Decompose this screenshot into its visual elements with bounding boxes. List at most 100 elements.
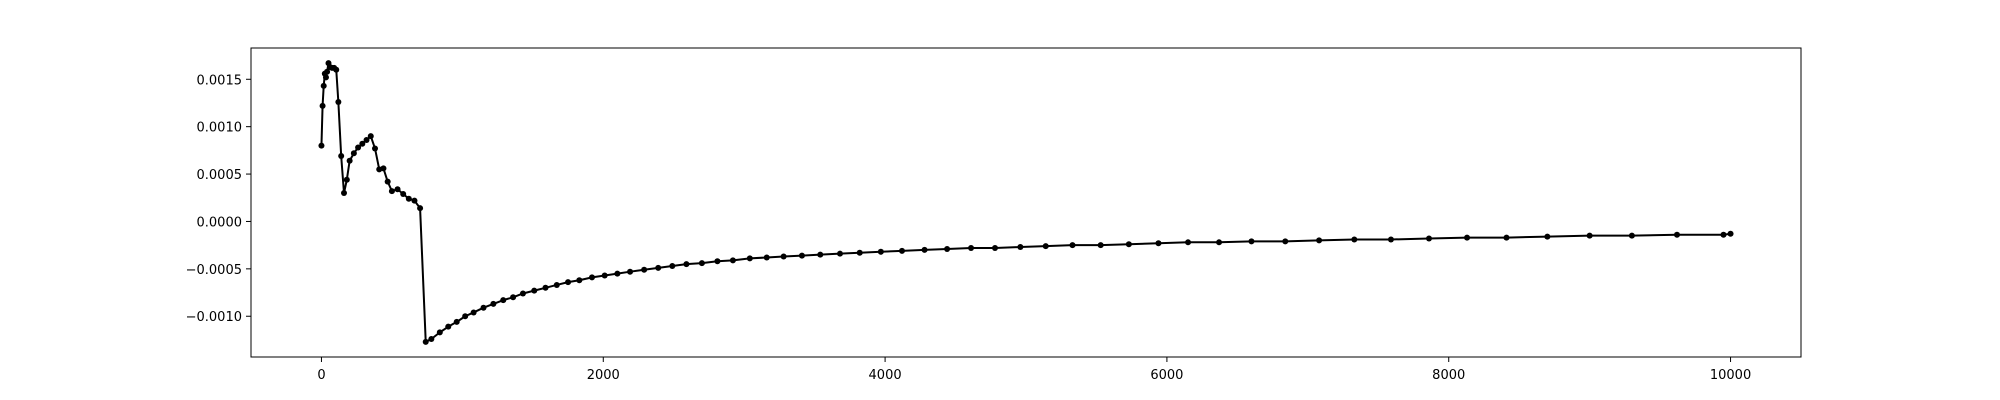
data-marks xyxy=(318,60,1734,345)
data-point xyxy=(480,304,487,311)
data-point xyxy=(359,140,366,147)
data-point xyxy=(763,254,770,261)
data-point xyxy=(394,186,401,193)
data-point xyxy=(1069,242,1076,249)
x-tick-label: 0 xyxy=(317,368,325,383)
data-point xyxy=(324,68,331,75)
data-point xyxy=(1185,239,1192,246)
data-point xyxy=(333,66,340,73)
plot-frame xyxy=(250,47,1802,358)
data-point xyxy=(405,195,412,202)
data-point xyxy=(899,247,905,254)
data-point xyxy=(1464,234,1471,241)
data-point xyxy=(341,190,347,197)
x-tick-label: 2000 xyxy=(587,368,620,383)
data-point xyxy=(335,99,342,106)
x-tick-label: 8000 xyxy=(1432,368,1465,383)
x-tick-label: 6000 xyxy=(1150,368,1183,383)
data-point xyxy=(510,294,517,301)
data-point xyxy=(553,281,560,288)
data-point xyxy=(714,258,721,265)
x-tick-label: 4000 xyxy=(869,368,902,383)
data-point xyxy=(746,255,753,262)
data-point xyxy=(641,266,648,273)
data-point xyxy=(388,188,395,195)
y-tick-label: −0.0005 xyxy=(186,263,242,278)
data-point xyxy=(1125,241,1132,248)
data-point xyxy=(500,297,507,304)
data-point xyxy=(445,323,452,330)
data-point xyxy=(411,197,418,204)
data-point xyxy=(1503,234,1510,241)
data-point xyxy=(417,205,424,212)
data-point xyxy=(698,260,705,267)
data-point xyxy=(877,248,884,255)
y-tick-label: 0.0010 xyxy=(197,121,243,136)
data-point xyxy=(614,270,621,277)
data-point xyxy=(1351,236,1358,243)
data-point xyxy=(542,284,549,291)
data-point xyxy=(1017,244,1024,251)
data-point xyxy=(343,176,350,183)
data-point xyxy=(372,145,378,152)
data-point xyxy=(400,190,407,197)
data-point xyxy=(1216,239,1223,246)
data-point xyxy=(1042,243,1049,250)
data-point xyxy=(380,165,387,172)
x-tick-label: 10000 xyxy=(1710,368,1751,383)
data-point xyxy=(1426,235,1432,242)
data-point xyxy=(837,250,843,257)
y-tick-label: 0.0015 xyxy=(197,73,243,88)
data-point xyxy=(1720,231,1727,238)
data-point xyxy=(319,102,326,109)
data-point xyxy=(627,268,634,275)
data-point xyxy=(655,264,662,271)
data-point xyxy=(350,150,357,157)
data-point xyxy=(601,272,608,279)
data-point xyxy=(780,253,787,260)
data-point xyxy=(992,244,998,251)
data-point xyxy=(490,300,497,307)
data-point xyxy=(1387,236,1394,243)
data-point xyxy=(462,313,469,320)
y-tick-label: −0.0010 xyxy=(186,310,242,325)
data-point xyxy=(338,153,345,160)
data-point xyxy=(683,261,690,268)
data-point xyxy=(422,338,429,345)
data-point xyxy=(798,252,805,259)
axes: 0 2000 4000 6000 8000 10000 0.0015 0.0010 0.0005… xyxy=(186,47,1802,383)
data-point xyxy=(589,274,595,281)
data-point xyxy=(355,144,362,151)
data-point xyxy=(1674,231,1680,238)
data-point xyxy=(565,279,572,286)
data-point xyxy=(320,82,327,89)
data-point xyxy=(384,178,391,185)
data-point xyxy=(531,287,538,294)
data-point xyxy=(428,335,435,342)
data-point xyxy=(1155,240,1162,247)
data-point xyxy=(817,251,824,258)
data-point xyxy=(1282,238,1289,245)
y-tick-label: 0.0005 xyxy=(197,168,243,183)
data-point xyxy=(1727,230,1734,237)
data-point xyxy=(1586,232,1593,239)
data-point xyxy=(729,257,736,264)
data-point xyxy=(363,136,370,143)
data-point xyxy=(519,290,526,297)
data-point xyxy=(470,309,477,316)
data-point xyxy=(669,263,676,270)
data-point xyxy=(453,318,460,325)
data-point xyxy=(367,133,374,140)
data-point xyxy=(576,277,583,284)
y-tick-label: 0.0000 xyxy=(197,215,243,230)
data-point xyxy=(318,142,325,149)
data-point xyxy=(856,249,863,256)
data-point xyxy=(1628,232,1635,239)
data-point xyxy=(436,329,443,336)
series-line xyxy=(320,62,1731,343)
data-point xyxy=(944,245,951,252)
data-point xyxy=(1316,237,1323,244)
data-point xyxy=(322,74,329,81)
